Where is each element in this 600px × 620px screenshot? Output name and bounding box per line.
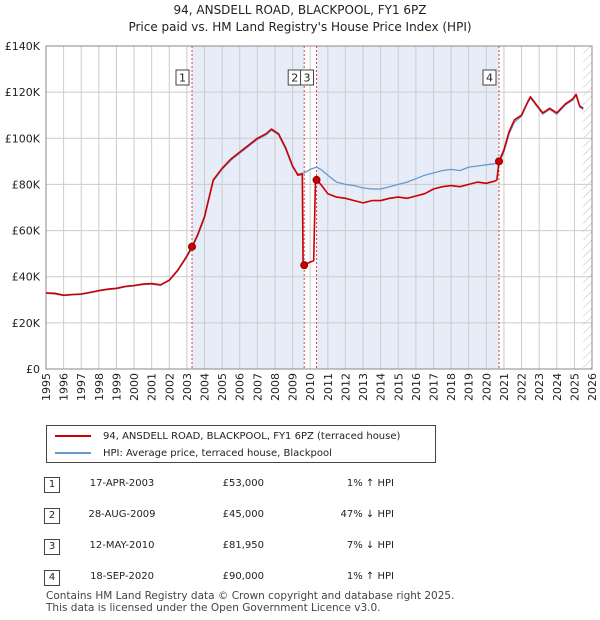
sale-date: 17-APR-2003 xyxy=(89,478,155,489)
table-row: 1 17-APR-2003 £53,000 1% ↑ HPI xyxy=(44,474,600,505)
sale-price: £90,000 xyxy=(222,571,264,582)
chart-title: 94, ANSDELL ROAD, BLACKPOOL, FY1 6PZ xyxy=(173,3,426,17)
x-tick-label: 2022 xyxy=(516,373,529,401)
x-tick-label: 2010 xyxy=(304,373,317,401)
y-tick-label: £0 xyxy=(26,363,40,376)
sale-marker-label: 2 xyxy=(291,72,298,85)
x-tick-label: 2002 xyxy=(163,373,176,401)
x-tick-label: 2016 xyxy=(410,373,423,401)
sale-point xyxy=(495,157,504,166)
x-tick-label: 2020 xyxy=(480,373,493,401)
sale-date: 12-MAY-2010 xyxy=(89,540,155,551)
legend-label-property: 94, ANSDELL ROAD, BLACKPOOL, FY1 6PZ (te… xyxy=(103,430,401,442)
x-tick-label: 1999 xyxy=(110,373,123,401)
sale-marker-label: 1 xyxy=(179,72,186,85)
table-row: 4 18-SEP-2020 £90,000 1% ↑ HPI xyxy=(44,567,600,598)
sale-number-badge: 1 xyxy=(44,477,60,493)
sale-marker-label: 4 xyxy=(486,72,493,85)
forecast-hatch xyxy=(583,46,592,369)
y-tick-label: £60K xyxy=(12,225,41,238)
table-row: 3 12-MAY-2010 £81,950 7% ↓ HPI xyxy=(44,536,600,567)
sale-price: £45,000 xyxy=(222,509,264,520)
shaded-ownership-band xyxy=(192,46,305,369)
x-tick-label: 1998 xyxy=(93,373,106,401)
x-tick-label: 2017 xyxy=(427,373,440,401)
x-tick-label: 2013 xyxy=(357,373,370,401)
sale-marker-box xyxy=(300,69,315,86)
x-tick-label: 2014 xyxy=(375,373,388,401)
sale-hpi-change: 7% ↓ HPI xyxy=(346,540,394,551)
sale-hpi-change: 1% ↑ HPI xyxy=(346,571,394,582)
x-tick-label: 2000 xyxy=(128,373,141,401)
legend-item-property: 94, ANSDELL ROAD, BLACKPOOL, FY1 6PZ (te… xyxy=(55,428,400,444)
legend-line-icon xyxy=(55,435,91,437)
sale-marker-box xyxy=(175,69,190,86)
sale-marker-box xyxy=(482,69,497,86)
legend-line-icon xyxy=(55,452,91,454)
x-tick-label: 2003 xyxy=(181,373,194,401)
x-tick-label: 2012 xyxy=(339,373,352,401)
x-tick-label: 1997 xyxy=(75,373,88,401)
sale-hpi-change: 1% ↑ HPI xyxy=(346,478,394,489)
x-tick-label: 1995 xyxy=(40,373,53,401)
plot-border xyxy=(45,45,593,370)
x-tick-label: 2005 xyxy=(216,373,229,401)
table-row: 2 28-AUG-2009 £45,000 47% ↓ HPI xyxy=(44,505,600,536)
sale-point xyxy=(188,242,197,251)
x-tick-label: 1996 xyxy=(58,373,71,401)
legend: 94, ANSDELL ROAD, BLACKPOOL, FY1 6PZ (te… xyxy=(46,425,436,463)
sale-number-badge: 3 xyxy=(44,539,60,555)
x-tick-label: 2019 xyxy=(463,373,476,401)
x-tick-label: 2026 xyxy=(586,373,599,401)
sale-price: £81,950 xyxy=(222,540,264,551)
y-tick-label: £40K xyxy=(12,271,41,284)
x-tick-label: 2024 xyxy=(551,373,564,401)
sales-table: 1 17-APR-2003 £53,000 1% ↑ HPI 2 28-AUG-… xyxy=(44,474,600,598)
x-tick-label: 2018 xyxy=(445,373,458,401)
y-tick-label: £80K xyxy=(12,178,41,191)
sale-marker-label: 3 xyxy=(304,72,311,85)
sale-number-badge: 4 xyxy=(44,570,60,586)
footer-line-licence: This data is licensed under the Open Gov… xyxy=(46,602,381,614)
footer-attribution: Contains HM Land Registry data © Crown c… xyxy=(46,590,454,614)
x-tick-label: 2008 xyxy=(269,373,282,401)
shaded-ownership-band xyxy=(316,46,500,369)
x-tick-label: 2004 xyxy=(199,373,212,401)
legend-item-hpi: HPI: Average price, terraced house, Blac… xyxy=(55,445,332,461)
y-tick-label: £140K xyxy=(5,40,41,53)
footer-line-copyright: Contains HM Land Registry data © Crown c… xyxy=(46,590,455,602)
y-tick-label: £100K xyxy=(5,132,41,145)
x-tick-label: 2015 xyxy=(392,373,405,401)
price-chart: 94, ANSDELL ROAD, BLACKPOOL, FY1 6PZ Pri… xyxy=(5,3,599,401)
x-tick-label: 2023 xyxy=(533,373,546,401)
chart-subtitle: Price paid vs. HM Land Registry's House … xyxy=(128,20,471,34)
sale-point xyxy=(300,261,309,270)
sale-price: £53,000 xyxy=(222,478,264,489)
sale-hpi-change: 47% ↓ HPI xyxy=(340,509,394,520)
x-tick-label: 2009 xyxy=(287,373,300,401)
x-tick-label: 2011 xyxy=(322,373,335,401)
x-tick-label: 2007 xyxy=(251,373,264,401)
sale-date: 28-AUG-2009 xyxy=(88,509,156,520)
sale-point xyxy=(312,175,321,184)
x-tick-label: 2021 xyxy=(498,373,511,401)
x-tick-label: 2006 xyxy=(234,373,247,401)
x-tick-label: 2001 xyxy=(146,373,159,401)
sale-date: 18-SEP-2020 xyxy=(90,571,154,582)
x-tick-label: 2025 xyxy=(568,373,581,401)
legend-label-hpi: HPI: Average price, terraced house, Blac… xyxy=(103,447,332,459)
y-tick-label: £120K xyxy=(5,86,41,99)
sale-number-badge: 2 xyxy=(44,508,60,524)
y-tick-label: £20K xyxy=(12,317,41,330)
